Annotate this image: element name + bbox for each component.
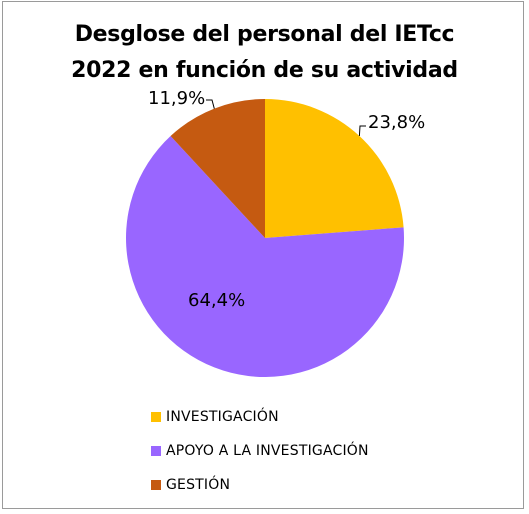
legend-item-investigacion: INVESTIGACIÓN xyxy=(151,400,369,434)
legend-swatch-gestion xyxy=(151,480,161,490)
data-label-gestion: 11,9% xyxy=(148,88,205,109)
pie-slice-gestion xyxy=(170,99,265,238)
data-label-investigacion: 23,8% xyxy=(368,112,425,133)
chart-title-line-2: 2022 en función de su actividad xyxy=(71,58,458,83)
leader-line-gestion xyxy=(206,99,215,109)
legend-swatch-investigacion xyxy=(151,412,161,422)
legend-item-apoyo: APOYO A LA INVESTIGACIÓN xyxy=(151,434,369,468)
legend-label-apoyo: APOYO A LA INVESTIGACIÓN xyxy=(166,443,369,459)
legend-swatch-apoyo xyxy=(151,446,161,456)
chart-title-line-1: Desglose del personal del IETcc xyxy=(74,22,455,47)
pie-slice-apoyo xyxy=(126,136,405,377)
chart-legend: INVESTIGACIÓN APOYO A LA INVESTIGACIÓN G… xyxy=(151,400,369,502)
leader-line-investigacion xyxy=(358,125,366,137)
legend-label-investigacion: INVESTIGACIÓN xyxy=(166,409,279,425)
legend-item-gestion: GESTIÓN xyxy=(151,468,369,502)
legend-label-gestion: GESTIÓN xyxy=(166,477,231,493)
data-label-apoyo: 64,4% xyxy=(188,290,245,311)
pie-slice-investigacion xyxy=(265,98,404,238)
